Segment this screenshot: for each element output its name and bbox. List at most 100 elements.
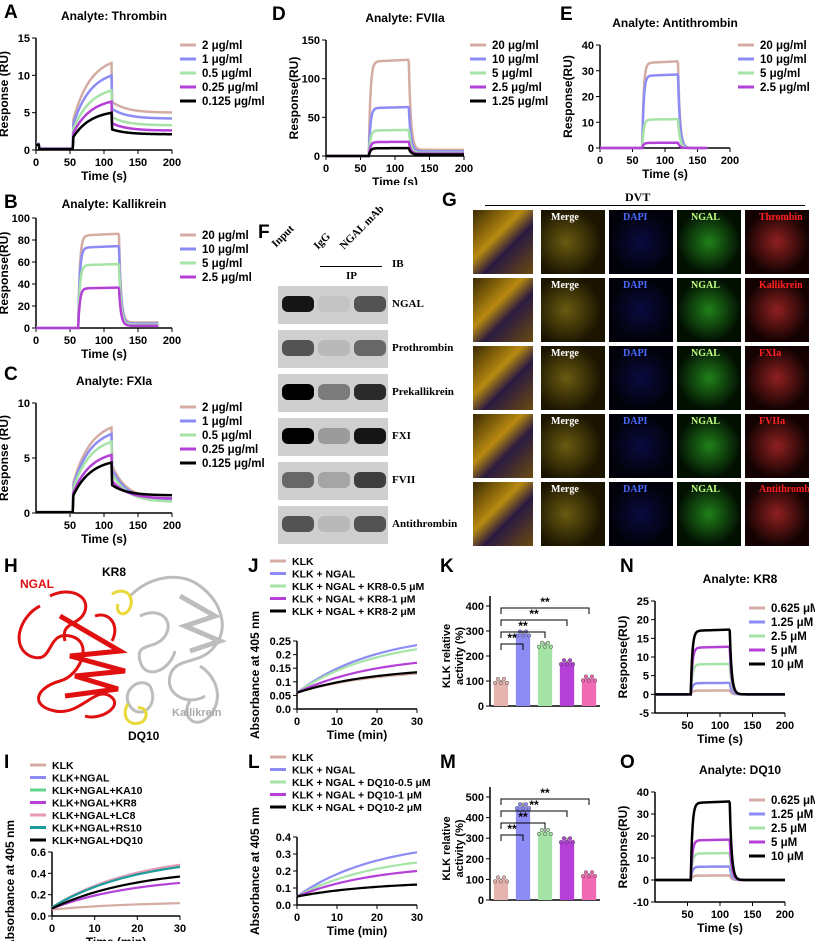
y-tick-label: 0 — [588, 143, 594, 155]
y-tick-label: 100 — [466, 874, 484, 886]
data-point — [520, 633, 525, 638]
data-point — [504, 879, 509, 884]
legend-label: KLK + NGAL — [292, 569, 356, 581]
y-axis-title: Absorbance at 405 nm — [248, 611, 262, 739]
micro-tile: Merge — [541, 210, 605, 274]
y-tick-label: 0.2 — [276, 650, 291, 662]
y-tick-label: 0.0 — [31, 911, 46, 923]
x-axis-title: Time (s) — [81, 347, 127, 361]
y-tick-label: 0 — [314, 151, 320, 163]
x-tick-label: 200 — [163, 335, 181, 347]
blot-strip — [278, 374, 388, 412]
series-line — [36, 286, 159, 330]
panel-letter-l: L — [248, 752, 260, 773]
legend-label: 20 μg/ml — [202, 230, 249, 242]
x-tick-label: 0 — [597, 155, 603, 167]
y-tick-label: 0.2 — [276, 866, 291, 878]
series-line — [296, 851, 418, 898]
x-axis-title: Time (s) — [81, 169, 127, 183]
y-title-line: KLK relative — [441, 624, 453, 688]
data-point — [514, 633, 519, 638]
x-tick-label: 100 — [95, 157, 113, 169]
micro-tile: Antithrombin — [745, 482, 809, 546]
micro-channel-label: NGAL — [691, 484, 720, 495]
y-tick-label: 0.15 — [270, 663, 291, 675]
x-tick-label: 100 — [95, 520, 113, 532]
series-line — [296, 671, 418, 694]
series-line — [296, 672, 418, 694]
series-line — [36, 460, 173, 514]
chart-title: Analyte: FXIa — [76, 374, 152, 388]
data-point — [570, 662, 575, 667]
legend-label: KLK+NGAL+RS10 — [52, 823, 142, 835]
legend-label: KLK — [292, 556, 314, 568]
series-line — [655, 865, 785, 882]
x-tick-label: 150 — [688, 155, 706, 167]
series-line — [655, 800, 785, 882]
legend-label: KLK — [292, 752, 314, 764]
significance-bracket — [500, 619, 568, 626]
x-axis-title: Time (s) — [697, 921, 743, 935]
data-point — [504, 680, 509, 685]
legend-label: 0.625 μM — [771, 795, 815, 807]
series-line — [36, 61, 173, 150]
series-line — [36, 111, 173, 151]
y-tick-label: 400 — [466, 813, 484, 825]
micro-channel-label: Kallikrein — [759, 280, 803, 291]
legend-label: KLK+NGAL — [52, 773, 110, 785]
y-axis-title: Response(RU) — [287, 57, 301, 140]
blot-band — [282, 296, 314, 312]
legend-label: KLK + NGAL + KR8-0.5 μM — [292, 581, 425, 593]
blot-band — [354, 472, 386, 488]
y-title-line: activity (%) — [454, 627, 466, 685]
kallikrein-ribbon — [126, 575, 228, 724]
data-point — [493, 680, 498, 685]
series-line — [36, 88, 173, 151]
series-line — [655, 681, 785, 696]
y-tick-label: 10 — [18, 70, 30, 82]
y-tick-label: 30 — [582, 66, 594, 78]
y-tick-label: 10 — [637, 652, 649, 664]
y-title-line: KLK relative — [441, 816, 453, 880]
micro-tile: NGAL — [677, 278, 741, 342]
legend-label: 5 μg/ml — [492, 68, 532, 80]
data-point — [499, 680, 504, 685]
x-tick-label: 30 — [174, 923, 186, 935]
x-tick-label: 150 — [129, 157, 147, 169]
data-point — [592, 678, 597, 683]
data-point — [536, 644, 541, 649]
legend-label: 0.25 μg/ml — [202, 82, 258, 94]
x-axis-title: Time (min) — [86, 935, 146, 941]
ip-label: IP — [346, 270, 357, 282]
x-tick-label: 200 — [776, 909, 794, 921]
y-tick-label: 0 — [24, 145, 30, 157]
chart-title: Analyte: Thrombin — [61, 9, 167, 23]
y-tick-label: 0 — [478, 895, 484, 907]
x-axis-title: Time (s) — [372, 175, 418, 185]
series-line — [600, 141, 708, 150]
x-tick-label: 200 — [163, 520, 181, 532]
y-tick-label: 50 — [308, 112, 320, 124]
y-tick-label: 60 — [18, 257, 30, 269]
y-axis-title: Response (RU) — [0, 415, 11, 501]
y-axis-title: Absorbance at 405 nm — [248, 807, 262, 935]
x-tick-label: 0 — [33, 157, 39, 169]
data-point — [558, 662, 563, 667]
x-tick-label: 150 — [743, 720, 761, 732]
y-tick-label: 500 — [466, 792, 484, 804]
panel-letter-i: I — [4, 752, 10, 773]
blot-band — [318, 340, 350, 356]
y-tick-label: 0.2 — [31, 890, 46, 902]
y-axis-title: Absorbance at 405 nm — [3, 820, 17, 941]
blot-band — [318, 516, 350, 532]
blot-band — [318, 384, 350, 400]
panel-letter-o: O — [620, 752, 635, 773]
x-axis-title: Time (s) — [697, 732, 743, 746]
chart-title: Analyte: Kallikrein — [62, 197, 167, 211]
micro-tile: NGAL — [677, 210, 741, 274]
y-tick-label: 20 — [637, 615, 649, 627]
micro-tile: DAPI — [609, 278, 673, 342]
micro-tile: DAPI — [609, 482, 673, 546]
micro-channel-label: NGAL — [691, 416, 720, 427]
